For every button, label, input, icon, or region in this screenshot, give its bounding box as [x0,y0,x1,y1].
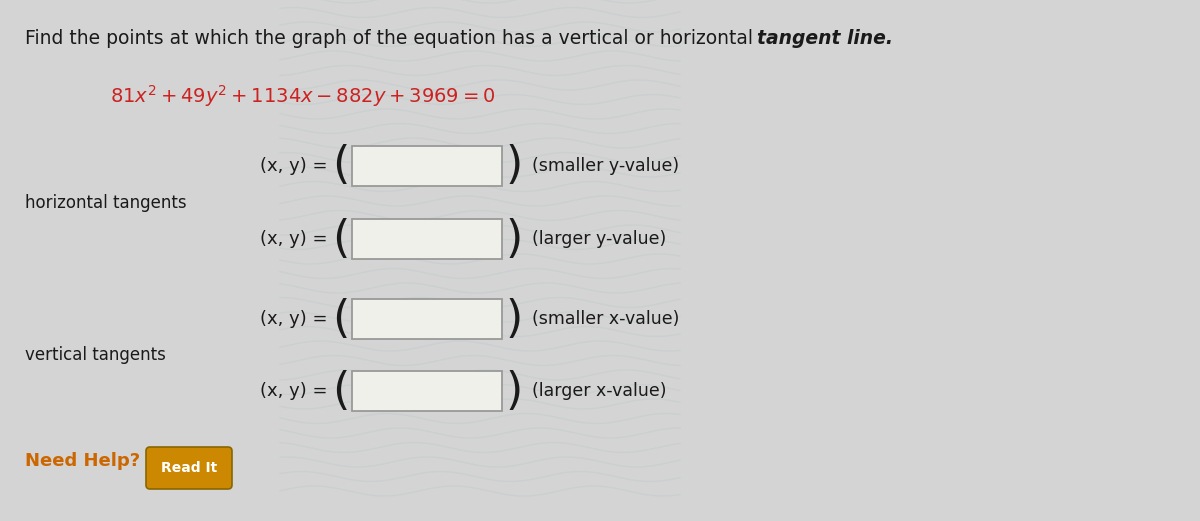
Text: ): ) [505,217,522,260]
Text: (: ( [332,144,349,188]
Text: vertical tangents: vertical tangents [25,346,166,364]
Text: horizontal tangents: horizontal tangents [25,193,187,212]
Text: (smaller x-value): (smaller x-value) [532,310,679,328]
Text: (x, y) =: (x, y) = [260,230,328,248]
Text: (larger x-value): (larger x-value) [532,382,666,400]
FancyBboxPatch shape [352,371,502,411]
Text: Find the points at which the graph of the equation has a vertical or horizontal: Find the points at which the graph of th… [25,29,760,48]
Text: (x, y) =: (x, y) = [260,310,328,328]
Text: tangent line.: tangent line. [757,29,893,48]
Text: Need Help?: Need Help? [25,452,140,470]
Text: $81x^2 + 49y^2 + 1134x - 882y + 3969 = 0$: $81x^2 + 49y^2 + 1134x - 882y + 3969 = 0… [110,83,496,109]
Text: (smaller y-value): (smaller y-value) [532,157,679,175]
Text: (: ( [332,217,349,260]
Text: (larger y-value): (larger y-value) [532,230,666,248]
FancyBboxPatch shape [352,299,502,339]
Text: (x, y) =: (x, y) = [260,157,328,175]
Text: ): ) [505,369,522,413]
Text: ): ) [505,144,522,188]
Text: (: ( [332,369,349,413]
Text: Read It: Read It [161,461,217,475]
Text: (x, y) =: (x, y) = [260,382,328,400]
FancyBboxPatch shape [146,447,232,489]
FancyBboxPatch shape [352,146,502,186]
Text: ): ) [505,297,522,341]
Text: (: ( [332,297,349,341]
FancyBboxPatch shape [352,219,502,259]
